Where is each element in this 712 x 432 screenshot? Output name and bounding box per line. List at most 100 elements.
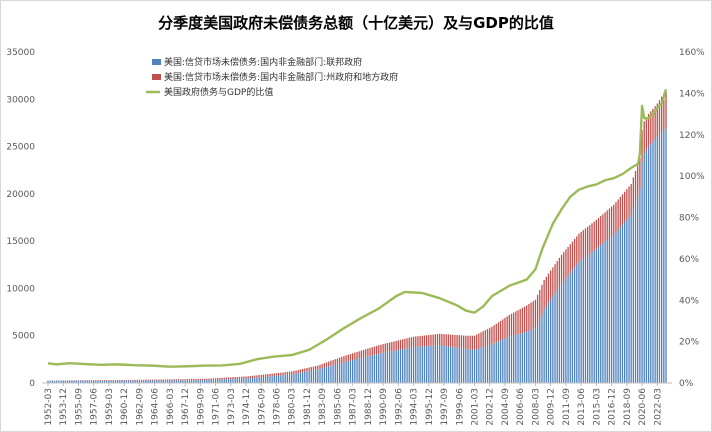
y-left-tick-label: 30000 [6,95,35,105]
bar-federal [95,380,97,383]
bar-state-local [219,377,221,380]
bar-state-local [565,249,567,279]
bar-federal [127,380,130,383]
bar-state-local [349,354,352,361]
bar-state-local [245,376,247,379]
bar-federal [177,380,180,383]
x-tick-label: 2016-12 [608,388,618,426]
bar-state-local [486,328,489,346]
bar-federal [502,339,504,383]
bar-state-local [336,358,339,364]
bar-federal [639,189,641,383]
legend: 美国:信贷市场未偿债务:国内非金融部门:联邦政府 美国:信贷市场未偿债务:国内非… [146,56,398,98]
bar-federal [164,380,167,383]
bar-federal [552,296,554,383]
legend-label-state-local: 美国:信贷市场未偿债务:国内非金融部门:州政府和地方政府 [164,71,398,83]
bar-state-local [462,335,465,349]
bar-state-local [158,379,160,381]
bar-federal [491,344,493,383]
line-debt-gdp [47,88,668,368]
bar-state-local [347,354,349,362]
bar-state-local [241,376,243,379]
bar-federal [467,349,469,383]
bar-federal [388,351,391,383]
bar-state-local [412,336,415,348]
bar-state-local [395,340,397,351]
bar-federal [99,380,101,383]
bar-state-local [521,307,524,334]
bar-state-local [356,351,358,359]
bar-state-local [236,376,238,379]
bar-federal [225,379,228,383]
bar-federal [656,137,658,383]
bar-state-local [454,334,456,348]
bar-federal [208,379,210,383]
bar-state-local [637,164,639,196]
bar-state-local [556,261,558,291]
bar-federal [273,375,275,383]
bar-federal [602,243,604,383]
bar-state-local [280,372,282,376]
y-left-tick-label: 15000 [6,237,35,247]
bar-federal [262,377,265,383]
bar-federal [158,380,160,383]
bar-state-local [499,320,502,341]
x-tick-label: 1960-12 [120,388,130,426]
bar-federal [278,375,280,383]
bar-state-local [419,335,421,347]
bar-federal [489,344,491,383]
bar-state-local [550,270,552,300]
bar-federal [280,375,282,383]
bar-federal [652,141,654,383]
bar-state-local [171,379,173,381]
bar-federal [275,375,278,383]
bar-federal [190,380,193,383]
x-tick-label: 2013-06 [577,388,587,426]
bar-state-local [371,347,373,356]
bar-state-local [471,335,473,350]
bar-federal [523,332,526,383]
bar-state-local [149,379,151,381]
bar-federal [254,377,256,383]
bar-federal [571,270,574,383]
bar-federal [201,380,204,383]
bar-federal [82,380,84,383]
bar-state-local [221,377,223,380]
bar-federal [419,346,421,383]
legend-label-debt-gdp: 美国政府债务与GDP的比值 [164,86,273,98]
line-series [47,88,668,368]
bar-federal [214,379,217,383]
bar-federal [593,250,595,383]
bar-state-local [86,380,88,381]
bar-federal [247,378,249,383]
bar-federal [232,379,234,383]
bar-state-local [208,378,210,380]
bar-federal [591,252,593,383]
bar-federal [665,127,667,383]
bar-federal [543,309,545,383]
bar-state-local [402,339,404,350]
bar-federal [86,380,88,383]
x-tick-label: 1990-09 [379,388,389,426]
bar-state-local [406,338,408,349]
bar-federal [378,353,380,383]
bar-state-local [206,378,208,381]
bar-federal [373,354,376,383]
x-tick-label: 1967-12 [181,388,191,426]
bar-state-local [325,362,328,367]
bar-federal [421,346,423,383]
bar-state-local [545,276,547,307]
bar-state-local [199,378,201,381]
x-tick-label: 1994-03 [410,388,420,426]
bar-federal [580,260,582,383]
x-tick-label: 1957-06 [90,388,100,426]
bar-state-local [567,246,569,276]
bar-federal [465,348,467,383]
bar-federal [628,217,630,383]
bar-state-local [282,372,284,376]
bar-federal [53,380,56,383]
bar-state-local [97,380,99,381]
bar-federal [73,380,75,383]
bar-state-local [626,189,628,220]
